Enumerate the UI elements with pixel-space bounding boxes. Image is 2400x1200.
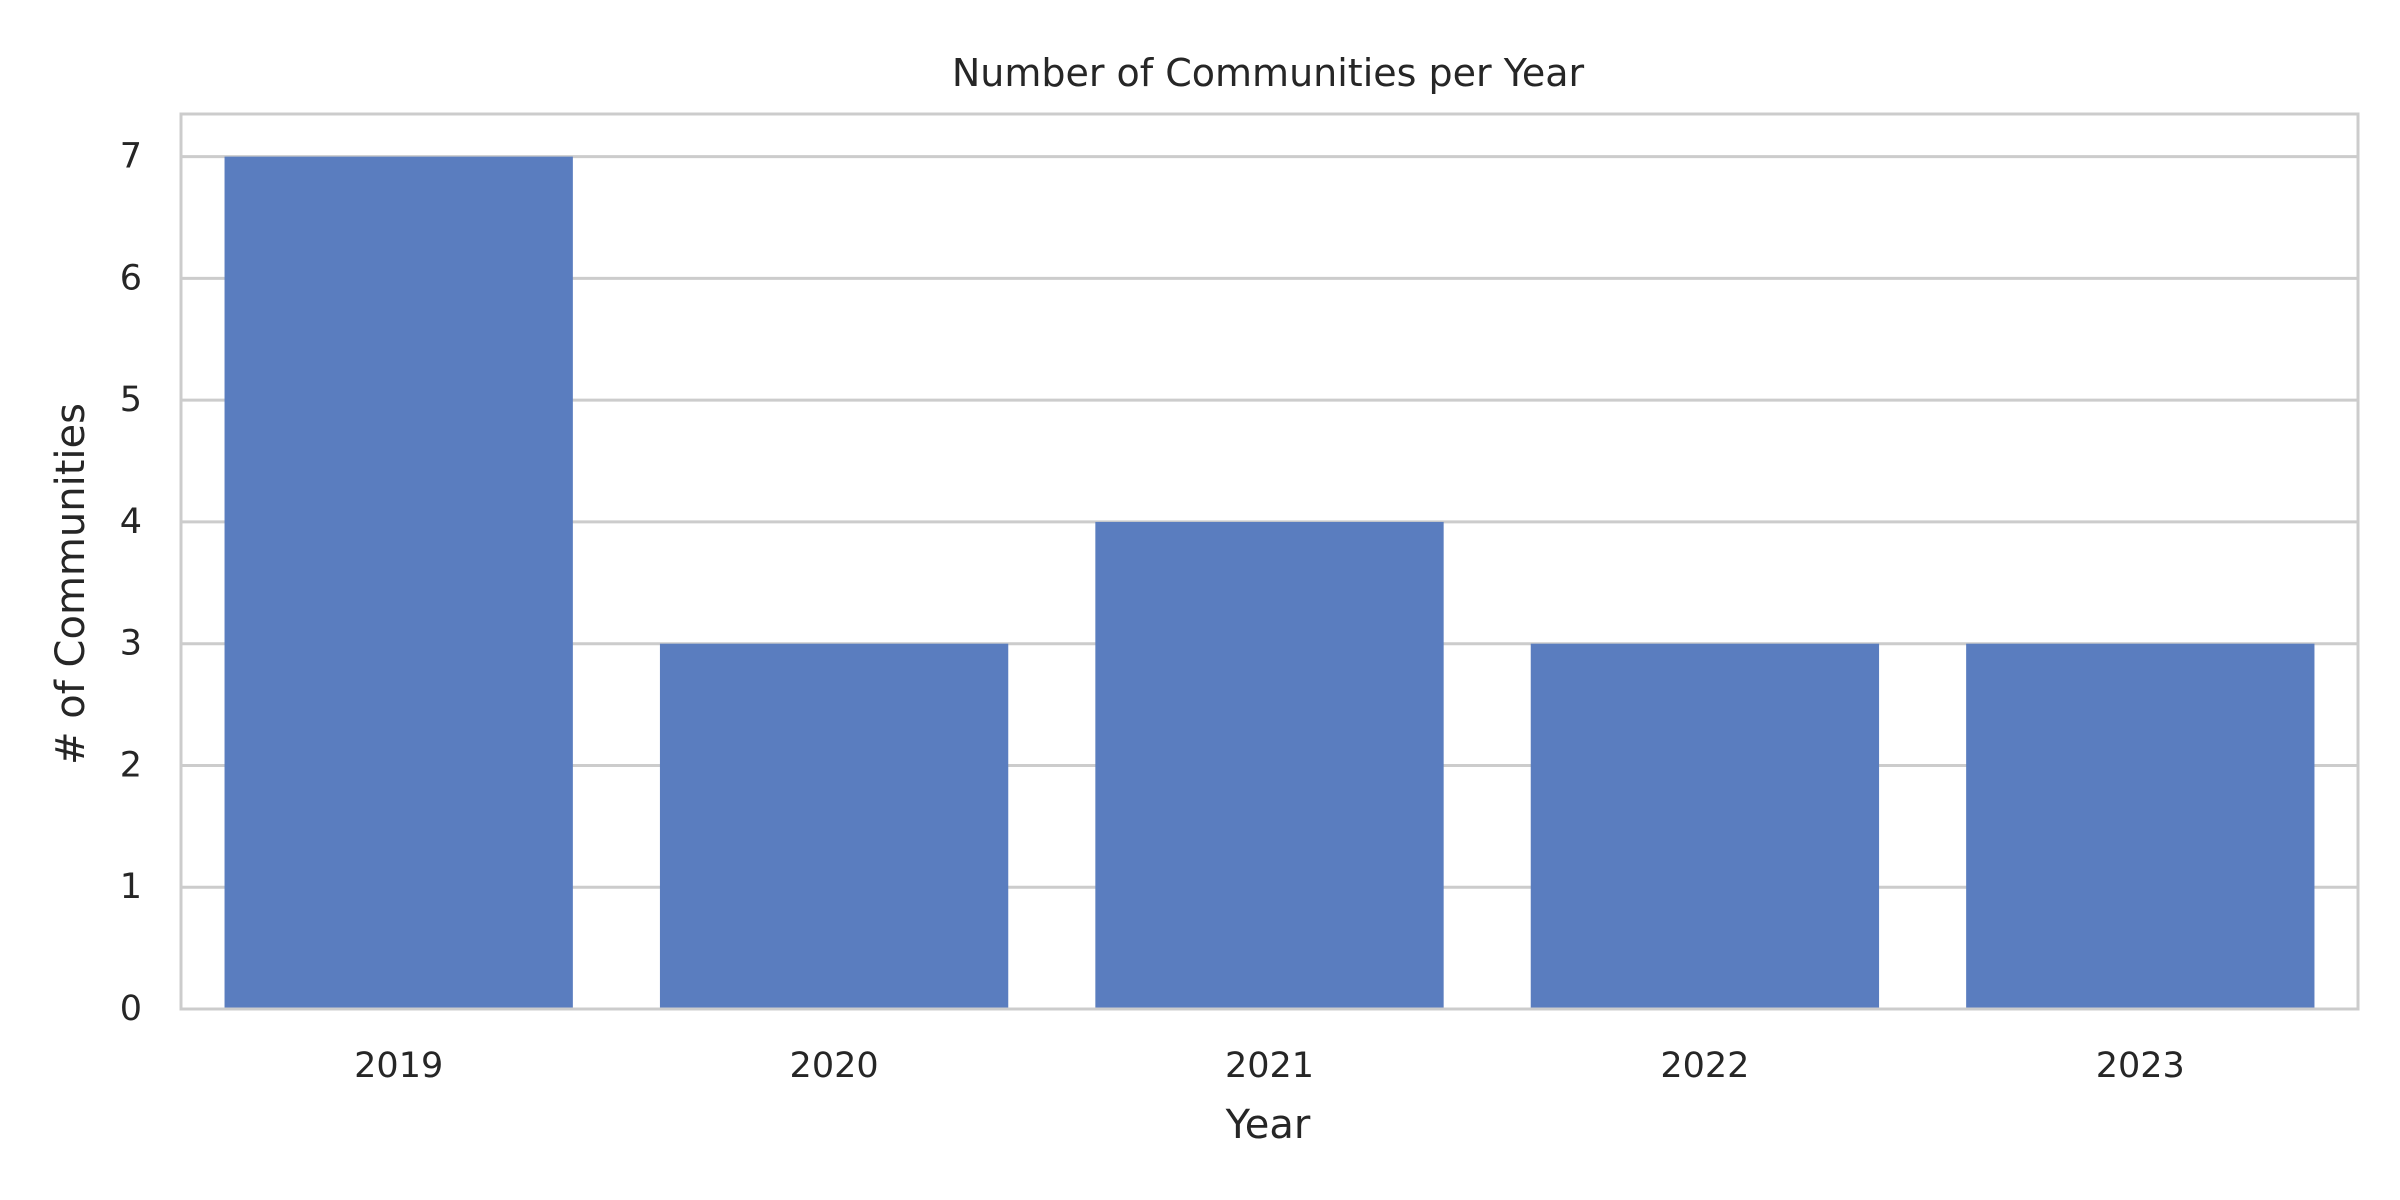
y-tick-label: 4 <box>120 502 142 542</box>
bar-2022 <box>1530 643 1880 1009</box>
plot-frame <box>179 112 2360 1011</box>
y-axis-label: # of Communities <box>48 403 94 765</box>
y-tick-label: 2 <box>120 745 142 785</box>
y-tick-label: 1 <box>120 867 142 907</box>
bar-2023 <box>1966 643 2315 1009</box>
bars <box>224 156 2315 1010</box>
x-axis-label: Year <box>1225 1102 1311 1148</box>
x-tick-label: 2020 <box>790 1046 879 1086</box>
y-tick-label: 6 <box>120 258 142 298</box>
bar-2019 <box>224 156 573 1010</box>
bar-2021 <box>1095 521 1444 1009</box>
x-tick-label: 2023 <box>2096 1046 2185 1086</box>
y-tick-labels: 0 1 2 3 4 5 6 7 <box>120 137 142 1029</box>
y-tick-label: 0 <box>120 989 142 1029</box>
x-tick-label: 2021 <box>1225 1046 1314 1086</box>
y-tick-label: 5 <box>120 380 142 420</box>
x-tick-label: 2022 <box>1660 1046 1749 1086</box>
x-tick-labels: 2019 2020 2021 2022 2023 <box>354 1046 2185 1086</box>
y-tick-label: 7 <box>120 137 142 177</box>
x-tick-label: 2019 <box>354 1046 443 1086</box>
chart-title: Number of Communities per Year <box>952 51 1585 95</box>
bar-2020 <box>659 643 1009 1009</box>
y-tick-label: 3 <box>120 624 142 664</box>
